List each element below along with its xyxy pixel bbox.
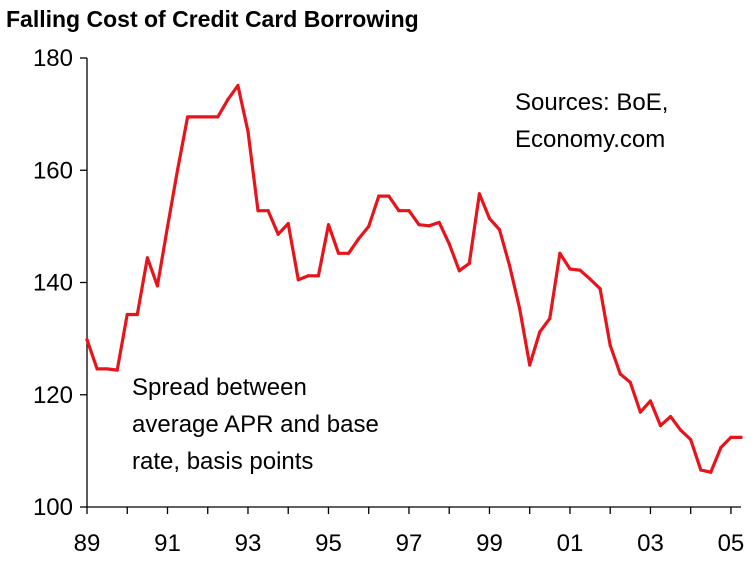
data-point — [538, 330, 542, 334]
description-line-3: rate, basis points — [132, 448, 313, 475]
data-point — [518, 306, 522, 310]
y-tick-label: 160 — [33, 157, 73, 184]
data-point — [528, 363, 532, 367]
series-line-spread — [85, 83, 743, 474]
data-point — [487, 216, 492, 221]
data-point — [236, 83, 240, 88]
data-point — [196, 115, 200, 119]
data-point — [175, 168, 180, 172]
data-point — [467, 261, 471, 266]
x-ticks: 89 91 93 95 97 99 01 03 05 — [74, 507, 745, 557]
data-point — [216, 115, 220, 119]
data-point — [658, 424, 663, 428]
y-tick-label: 180 — [33, 45, 73, 72]
data-point — [558, 251, 562, 255]
data-point — [186, 115, 190, 119]
data-point — [638, 410, 642, 414]
data-point — [246, 129, 250, 134]
data-point — [417, 223, 421, 227]
data-point — [699, 468, 703, 472]
data-point — [155, 284, 160, 288]
x-tick-label: 89 — [74, 530, 101, 557]
series-points — [85, 83, 743, 474]
data-point — [316, 274, 321, 278]
x-tick-label: 95 — [315, 530, 342, 557]
x-tick-label: 97 — [396, 530, 423, 557]
data-point — [206, 115, 210, 119]
description-line-1: Spread between — [132, 374, 307, 401]
x-tick-label: 93 — [235, 530, 262, 557]
data-point — [377, 194, 381, 198]
data-point — [578, 268, 582, 272]
data-point — [256, 209, 260, 213]
data-point — [336, 251, 341, 255]
x-tick-label: 05 — [718, 530, 745, 557]
data-point — [125, 312, 129, 317]
data-point — [397, 209, 401, 213]
y-tick-label: 120 — [33, 382, 73, 409]
data-point — [407, 209, 411, 213]
data-point — [507, 264, 512, 268]
data-point — [729, 435, 733, 440]
y-tick-label: 140 — [33, 270, 73, 297]
data-point — [85, 338, 89, 342]
data-point — [226, 97, 230, 102]
data-point — [306, 274, 310, 278]
data-point — [286, 221, 290, 226]
data-point — [357, 237, 361, 241]
y-ticks: 100 120 140 160 180 — [33, 45, 87, 521]
data-point — [608, 343, 612, 347]
data-point — [588, 277, 592, 281]
data-point — [115, 368, 119, 372]
data-point — [628, 380, 632, 385]
data-point — [668, 415, 673, 419]
description-line-2: average APR and base — [132, 411, 379, 438]
y-tick-label: 100 — [33, 494, 73, 521]
source-note-line-2: Economy.com — [515, 126, 665, 153]
data-point — [165, 225, 170, 229]
x-tick-label: 91 — [154, 530, 181, 557]
data-point — [709, 470, 713, 474]
data-point — [387, 194, 391, 198]
data-point — [276, 232, 280, 236]
data-point — [679, 428, 683, 432]
data-point — [296, 278, 300, 282]
data-point — [739, 435, 743, 440]
data-point — [497, 228, 502, 232]
data-point — [437, 220, 441, 225]
data-point — [347, 251, 351, 255]
axes: 100 120 140 160 180 89 91 93 95 97 99 01 03 05 — [33, 45, 744, 557]
data-point — [598, 287, 602, 291]
data-point — [266, 209, 270, 213]
source-note: Sources: BoE, Economy.com — [515, 89, 668, 153]
data-point — [367, 224, 371, 228]
data-point — [457, 269, 461, 273]
chart-title: Falling Cost of Credit Card Borrowing — [6, 6, 419, 32]
data-point — [326, 223, 331, 227]
data-point — [427, 224, 431, 228]
data-point — [689, 438, 693, 442]
data-point — [548, 316, 552, 321]
x-tick-label: 03 — [637, 530, 664, 557]
data-point — [135, 312, 139, 317]
data-point — [719, 445, 723, 450]
data-point — [618, 372, 622, 376]
description-note: Spread between average APR and base rate… — [132, 374, 379, 475]
data-point — [447, 242, 451, 246]
data-point — [95, 367, 99, 371]
data-point — [648, 399, 653, 403]
data-point — [105, 367, 109, 371]
data-point — [568, 267, 572, 271]
source-note-line-1: Sources: BoE, — [515, 89, 668, 116]
x-tick-label: 01 — [557, 530, 584, 557]
data-point — [477, 192, 481, 196]
x-tick-label: 99 — [476, 530, 503, 557]
data-point — [145, 256, 149, 260]
